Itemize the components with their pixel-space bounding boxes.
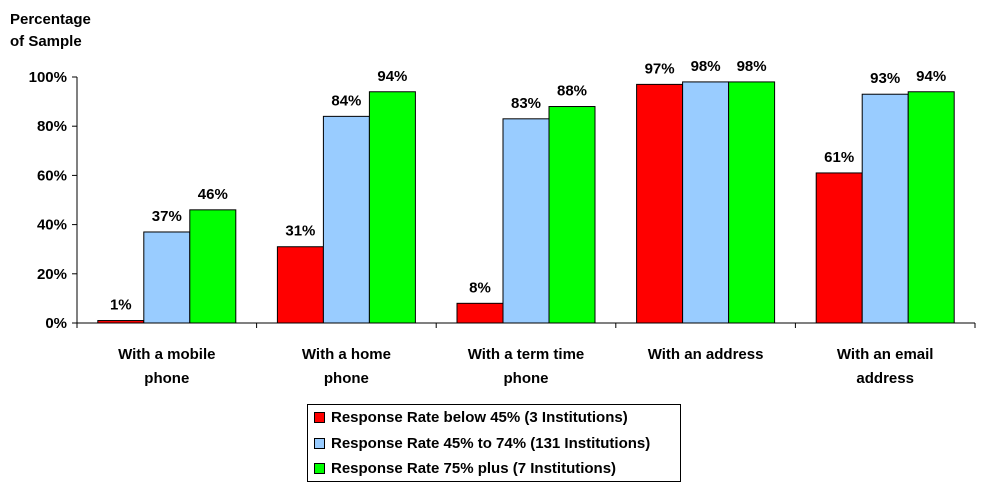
y-tick-label: 20% — [37, 266, 67, 283]
y-tick-label: 80% — [37, 118, 67, 135]
x-category-label: With a mobile — [118, 346, 215, 363]
legend-swatch-below-45 — [314, 411, 325, 423]
bar — [636, 83, 684, 324]
bar-value-label: 46% — [198, 186, 228, 203]
legend-item-below-45: Response Rate below 45% (3 Institutions) — [314, 406, 628, 428]
bar — [861, 93, 909, 324]
x-category-label: With an address — [648, 346, 764, 363]
bar — [682, 81, 730, 324]
bar — [143, 231, 191, 324]
legend-label-below-45: Response Rate below 45% (3 Institutions) — [331, 408, 628, 426]
bar-value-label: 94% — [916, 68, 946, 85]
bar-value-label: 31% — [285, 223, 315, 240]
x-category-label: phone — [144, 370, 189, 387]
bar — [456, 302, 504, 324]
bar-value-label: 84% — [331, 92, 361, 109]
bar-value-label: 94% — [377, 68, 407, 85]
bar — [815, 172, 863, 324]
y-tick-label: 40% — [37, 217, 67, 234]
bar — [728, 81, 776, 324]
bar-value-label: 98% — [737, 58, 767, 75]
y-axis-title-line1: Percentage — [10, 11, 91, 28]
bar-value-label: 61% — [824, 149, 854, 166]
legend-label-45-to-74: Response Rate 45% to 74% (131 Institutio… — [331, 434, 651, 452]
legend-swatch-75-plus — [314, 462, 325, 474]
bar — [322, 115, 370, 324]
bar — [907, 91, 955, 324]
bar-value-label: 93% — [870, 70, 900, 87]
x-category-label: With an email — [837, 346, 934, 363]
bar — [189, 209, 237, 324]
bar — [97, 320, 145, 324]
legend-item-75-plus: Response Rate 75% plus (7 Institutions) — [314, 457, 616, 479]
x-category-label: phone — [504, 370, 549, 387]
bar — [502, 118, 550, 324]
legend-label-75-plus: Response Rate 75% plus (7 Institutions) — [331, 459, 617, 477]
bar — [276, 246, 324, 324]
bar-value-label: 97% — [645, 60, 675, 77]
legend-swatch-45-to-74 — [314, 437, 325, 449]
x-category-label: address — [856, 370, 914, 387]
y-axis-title: Percentage of Sample — [10, 9, 150, 53]
y-tick-label: 60% — [37, 167, 67, 184]
x-category-label: phone — [324, 370, 369, 387]
y-tick-label: 100% — [29, 69, 67, 86]
bar-value-label: 83% — [511, 95, 541, 112]
bar — [368, 91, 416, 324]
x-category-label: With a home — [302, 346, 391, 363]
legend: Response Rate below 45% (3 Institutions)… — [307, 404, 681, 482]
bar-value-label: 1% — [110, 297, 132, 314]
bar-value-label: 98% — [691, 58, 721, 75]
x-category-label: With a term time — [468, 346, 585, 363]
bar-value-label: 88% — [557, 83, 587, 100]
y-axis-title-line2: of Sample — [10, 33, 82, 50]
bar-value-label: 8% — [469, 279, 491, 296]
legend-item-45-to-74: Response Rate 45% to 74% (131 Institutio… — [314, 432, 650, 454]
y-tick-label: 0% — [45, 315, 67, 332]
bar-value-label: 37% — [152, 208, 182, 225]
bar-chart: 0% 20% 40% 60% 80% 100% 1% 37% 46% With a mobile p… — [29, 58, 976, 387]
bar — [548, 106, 596, 324]
